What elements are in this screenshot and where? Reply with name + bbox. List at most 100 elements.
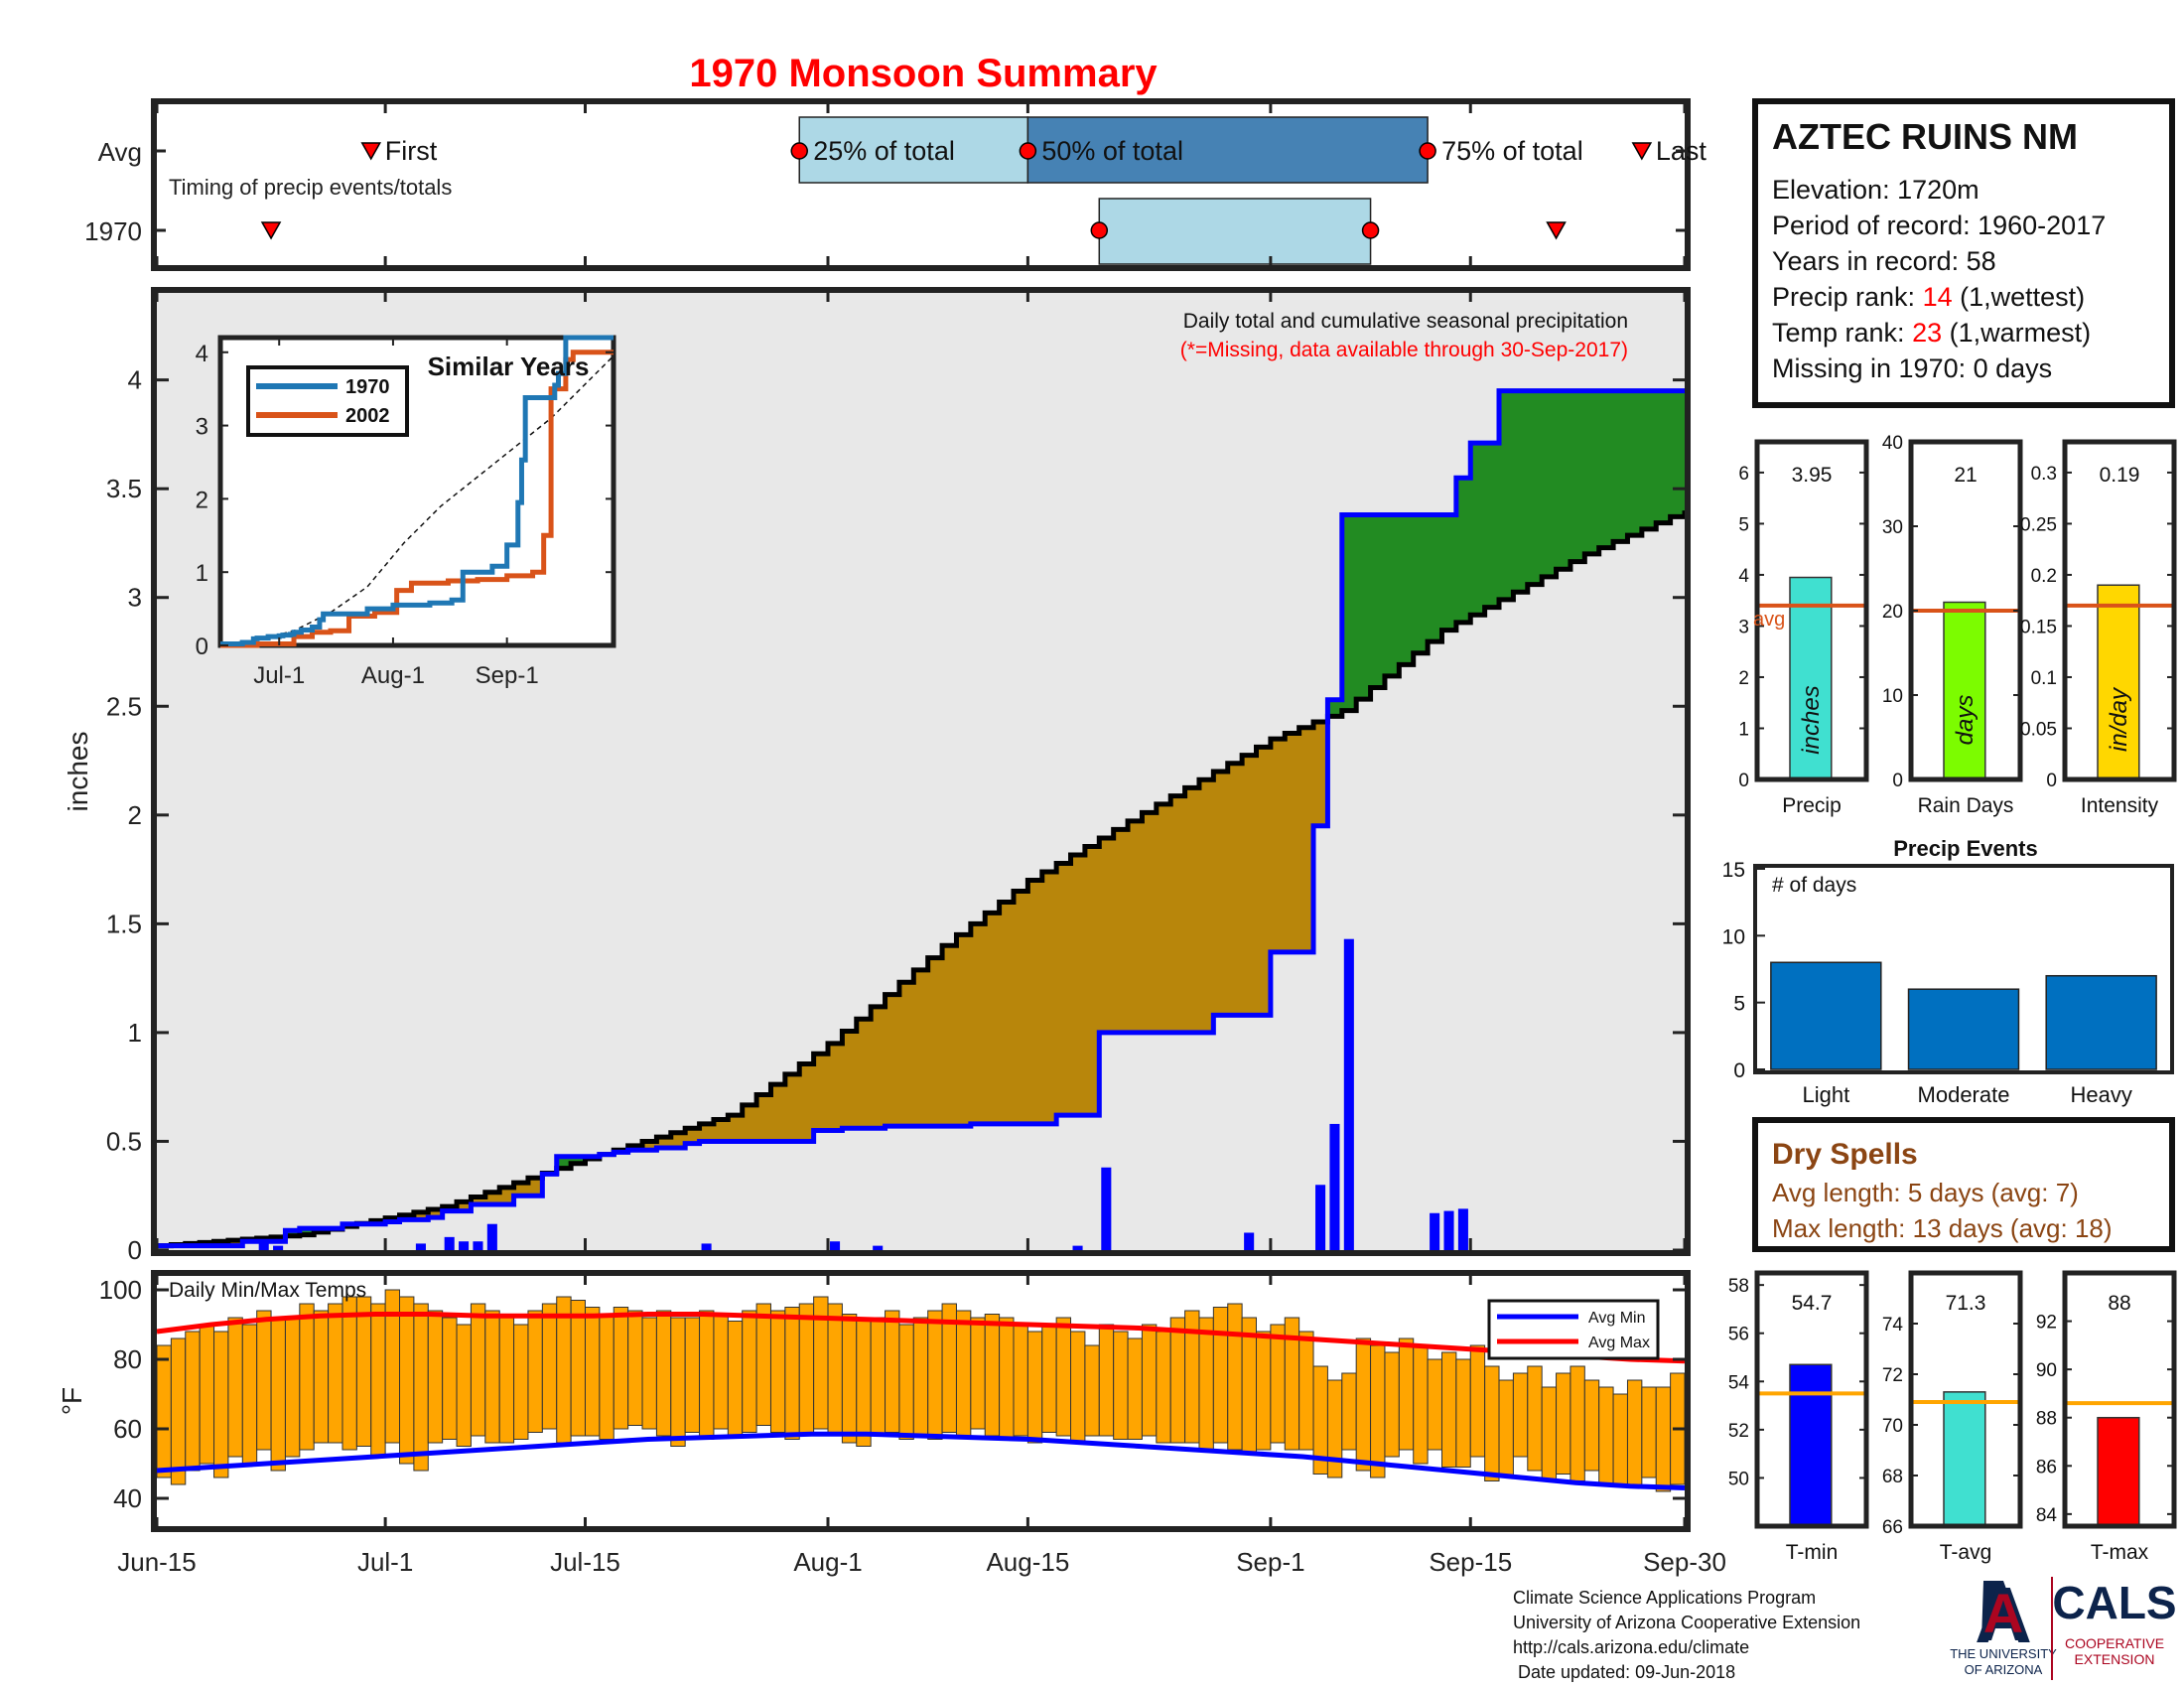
inset-1970-line — [220, 335, 614, 647]
above-average-fill — [285, 390, 1685, 1236]
daily-temp-range-bar — [498, 1317, 515, 1444]
daily-temp-range-bar — [1098, 1324, 1115, 1437]
daily-temp-range-bar — [1212, 1307, 1229, 1444]
precip-event-category-label: Heavy — [2070, 1082, 2131, 1107]
avg-first-label: First — [385, 136, 438, 166]
precip-events-panel: Precip Events Light Moderate Heavy 0 5 10 15 #… — [1722, 836, 2174, 1107]
daily-temp-range-bar — [341, 1296, 357, 1451]
summary-unit-label: days — [1952, 695, 1979, 746]
coop-ext-line-1: COOPERATIVE — [2065, 1635, 2164, 1651]
daily-temp-range-bar — [999, 1317, 1015, 1440]
footer-credits: Climate Science Applications Program Uni… — [1513, 1588, 1860, 1682]
below-average-fill — [171, 722, 1328, 1246]
daily-temp-range-bar — [1498, 1379, 1514, 1478]
svg-text:A: A — [1983, 1582, 2023, 1644]
daily-temp-range-bar — [1484, 1365, 1500, 1481]
temp-summary-category-label: T-min — [1786, 1541, 1839, 1564]
daily-temp-range-bar — [156, 1344, 172, 1478]
daily-temp-range-bar — [1326, 1379, 1343, 1478]
legend-avg-max: Avg Max — [1588, 1335, 1650, 1351]
inset-legend: 1970 2002 — [246, 365, 409, 437]
station-line-2: Period of record: 1960-2017 — [1772, 211, 2106, 240]
avg-75-marker — [1419, 142, 1436, 160]
daily-temp-range-bar — [442, 1317, 458, 1440]
daily-temp-range-bar — [1655, 1386, 1672, 1492]
daily-temp-range-bar — [456, 1324, 472, 1447]
daily-precip-bar — [1430, 1212, 1440, 1250]
precip-events-title: Precip Events — [1893, 836, 2038, 861]
daily-temp-range-bar — [955, 1310, 972, 1437]
summary-y-tick-label: 0 — [2046, 771, 2057, 791]
temp-summary-y-tick-label: 56 — [1728, 1325, 1749, 1345]
events-y-tick-label: 5 — [1733, 993, 1745, 1016]
timing-panel: Avg 1970 Timing of precip events/totals … — [84, 98, 1706, 271]
daily-temp-range-bar — [1440, 1351, 1457, 1468]
average-cumulative-line — [157, 510, 1688, 1249]
events-y-tick-label: 10 — [1722, 925, 1745, 948]
daily-temp-range-bar — [1127, 1337, 1143, 1440]
temp-y-tick-label: 40 — [113, 1483, 142, 1513]
footer-line-4: Date updated: 09-Jun-2018 — [1513, 1662, 1735, 1682]
main-y-axis-label: inches — [63, 732, 93, 812]
temp-summary-y-tick-label: 50 — [1728, 1469, 1749, 1489]
dry-spells-max-length: Max length: 13 days (avg: 18) — [1772, 1213, 2113, 1243]
temp-summary-y-tick-label: 52 — [1728, 1421, 1749, 1442]
daily-temp-range-bar — [885, 1310, 900, 1433]
daily-temp-range-bar — [1227, 1303, 1243, 1451]
daily-precip-bar — [1443, 1210, 1454, 1250]
daily-precip-bar — [415, 1243, 426, 1250]
inset-y-tick-label: 3 — [196, 414, 208, 441]
daily-temp-range-bar — [1070, 1331, 1086, 1444]
summary-y-tick-label: 3 — [1738, 617, 1749, 637]
daily-temp-range-bar — [541, 1303, 558, 1430]
daily-temp-range-bar — [1370, 1344, 1386, 1478]
temp-summary-y-tick-label: 68 — [1882, 1467, 1903, 1487]
daily-temp-range-bar — [870, 1317, 887, 1437]
temp-summary-y-tick-label: 92 — [2036, 1313, 2057, 1334]
temp-y-tick-label: 60 — [113, 1414, 142, 1444]
summary-y-tick-label: 0 — [1892, 771, 1903, 791]
daily-temp-range-bar — [684, 1317, 701, 1433]
daily-temp-range-bar — [769, 1310, 786, 1433]
daily-temp-range-bar — [1641, 1386, 1657, 1478]
daily-precip-bar — [1457, 1208, 1468, 1250]
temp-summary-y-tick-label: 88 — [2036, 1409, 2057, 1430]
temp-summary-y-tick-label: 90 — [2036, 1360, 2057, 1381]
precip-event-bar — [1770, 961, 1882, 1070]
x-tick-label: Sep-30 — [1643, 1547, 1726, 1577]
daily-temp-range-bar — [1612, 1393, 1628, 1485]
temp-summary-value-label: 88 — [2108, 1292, 2130, 1315]
main-caption-line2: (*=Missing, data available through 30-Se… — [1180, 339, 1628, 361]
avg-min-temp-line — [156, 1431, 1686, 1490]
summary-y-tick-label: 0.1 — [2031, 668, 2057, 689]
temp-summary-category-label: T-avg — [1940, 1541, 1992, 1564]
temp-summary-y-tick-label: 70 — [1882, 1416, 1903, 1437]
events-y-tick-label: 15 — [1722, 859, 1745, 882]
daily-temp-range-bar — [755, 1303, 771, 1426]
dry-spells-title: Dry Spells — [1772, 1138, 1918, 1171]
temperature-summary-charts: 54.7 T-min 50 52 54 56 58 71.3 T-avg 66 68 70 72 74 88… — [1728, 1270, 2177, 1564]
summary-y-tick-label: 4 — [1738, 566, 1749, 587]
daily-temp-range-bar — [1026, 1331, 1043, 1444]
precip-event-bar — [2045, 974, 2157, 1070]
daily-temp-range-bar — [227, 1317, 243, 1458]
daily-temp-range-bar — [1427, 1358, 1442, 1451]
daily-temp-range-bar — [399, 1296, 415, 1465]
svg-text:A: A — [1975, 1571, 2032, 1659]
station-line-4: Precip rank: 14 (1,wettest) — [1772, 282, 2085, 312]
x-axis-tick-labels: Jun-15 Jul-1 Jul-15 Aug-1 Aug-15 Sep-1 Sep-15 S… — [117, 101, 1726, 1577]
daily-temp-range-bar — [185, 1331, 201, 1472]
avg-25-marker — [790, 142, 808, 160]
daily-precip-bar — [701, 1243, 712, 1250]
daily-temp-range-bar — [584, 1307, 601, 1437]
daily-temp-range-bar — [484, 1310, 500, 1444]
summary-y-tick-label: 0.15 — [2020, 617, 2057, 637]
temp-summary-bar-t-min — [1789, 1363, 1833, 1527]
temp-y-tick-label: 80 — [113, 1344, 142, 1374]
x-tick-label: Jul-1 — [357, 1547, 413, 1577]
daily-temp-range-bar — [713, 1314, 729, 1430]
summary-frame — [2062, 439, 2177, 782]
temp-summary-frame — [1754, 1270, 1869, 1529]
daily-temp-range-bar — [1169, 1317, 1186, 1444]
